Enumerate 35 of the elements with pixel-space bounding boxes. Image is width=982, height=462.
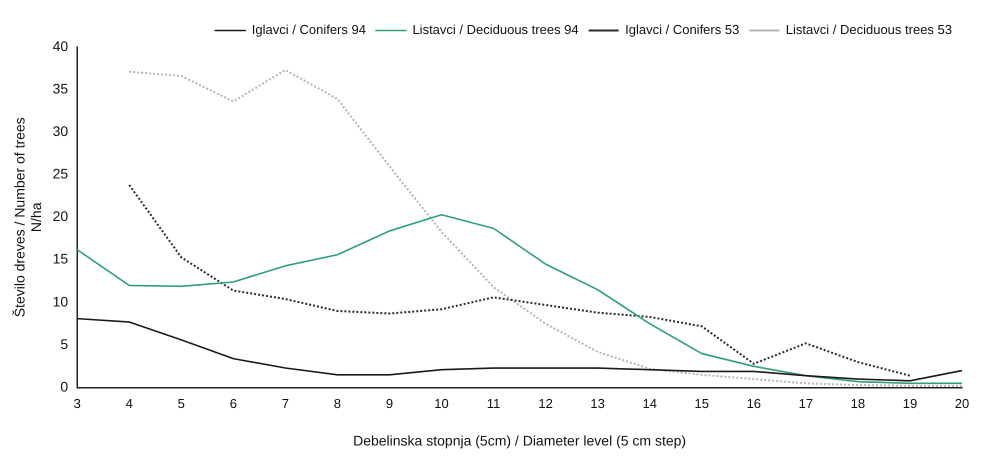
x-tick-label: 19 <box>902 396 918 411</box>
x-tick-label: 7 <box>282 396 289 411</box>
y-tick-label: 30 <box>52 123 68 140</box>
legend-label: Iglavci / Conifers 53 <box>625 22 740 38</box>
line-series <box>128 68 963 387</box>
y-tick-label: 15 <box>52 250 68 267</box>
x-tick-label: 9 <box>386 396 394 411</box>
x-axis-title: Debelinska stopnja (5cm) / Diameter level (5 cm step) <box>353 432 686 448</box>
y-axis-title: Število dreves / Number of trees N/ha <box>11 117 44 318</box>
y-tick-label: 5 <box>60 336 68 352</box>
x-tick-label: 12 <box>538 396 553 411</box>
y-tick-label: 35 <box>52 80 68 96</box>
y-tick-label: 10 <box>52 293 68 310</box>
x-tick-label: 18 <box>850 396 866 411</box>
x-tick-label: 5 <box>178 396 185 411</box>
x-tick-label: 10 <box>434 396 449 411</box>
y-tick-label: 40 <box>52 38 68 54</box>
x-tick-label: 6 <box>230 396 237 411</box>
x-tick-label: 3 <box>74 396 81 411</box>
x-tick-label: 4 <box>126 396 133 411</box>
x-tick-label: 20 <box>954 396 970 411</box>
y-tick-label: 0 <box>60 378 68 394</box>
x-tick-label: 13 <box>590 396 605 411</box>
legend-label: Iglavci / Conifers 94 <box>252 22 366 38</box>
x-tick-label: 15 <box>694 396 709 411</box>
line-series <box>128 184 911 377</box>
y-tick-label: 20 <box>52 208 68 224</box>
x-tick-label: 17 <box>798 396 814 411</box>
y-tick-label: 25 <box>52 166 68 182</box>
x-tick-label: 14 <box>642 396 657 411</box>
x-tick-label: 16 <box>746 396 762 411</box>
x-tick-label: 11 <box>486 396 500 411</box>
legend-label: Listavci / Deciduous trees 94 <box>412 22 579 38</box>
x-tick-label: 8 <box>334 396 342 411</box>
legend-label: Listavci / Deciduous trees 53 <box>786 22 952 38</box>
